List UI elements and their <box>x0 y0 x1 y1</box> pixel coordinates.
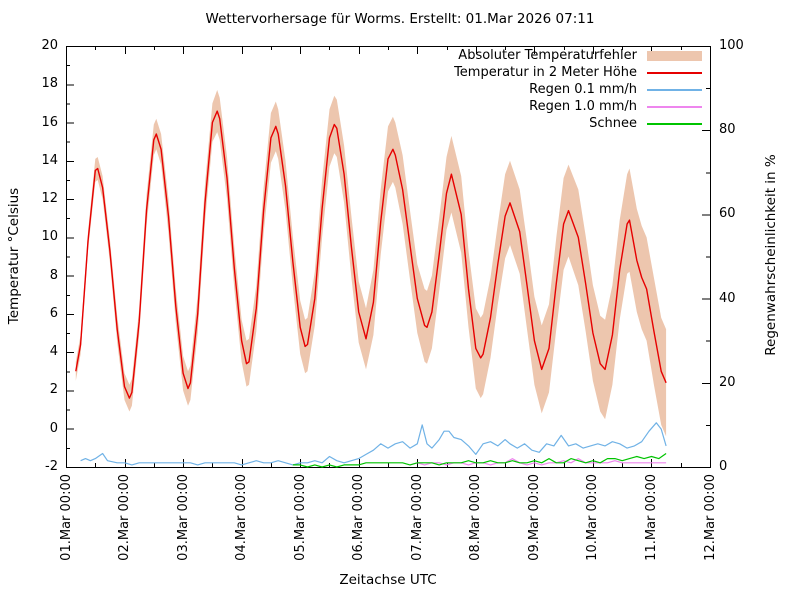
legend-key-line-swatch <box>647 88 702 91</box>
legend-key-line-swatch <box>647 105 702 108</box>
legend-item: Absoluter Temperaturfehler <box>458 49 702 62</box>
y-tick-label: 2 <box>49 382 58 398</box>
y-tick-label: 16 <box>41 114 58 130</box>
rain-01-line <box>80 422 667 466</box>
temperature-error-band <box>75 90 667 437</box>
y-tick-label: 10 <box>41 229 58 245</box>
y-axis-label: Temperatur °Celsius <box>6 187 22 325</box>
legend-item: Temperatur in 2 Meter Höhe <box>454 66 702 79</box>
y2-tick-label: 80 <box>719 122 736 138</box>
y2-tick-label: 100 <box>719 38 744 53</box>
x-tick-label: 09.Mar 00:00 <box>526 474 542 561</box>
x-tick-label: 11.Mar 00:00 <box>643 474 659 561</box>
y-tick-label: 6 <box>49 305 58 321</box>
chart-title: Wettervorhersage für Worms. Erstellt: 01… <box>205 11 595 27</box>
legend-item: Regen 1.0 mm/h <box>529 100 702 113</box>
y-tick-label: 0 <box>49 420 58 436</box>
x-axis-label: Zeitachse UTC <box>339 572 437 588</box>
y-tick-label: 14 <box>41 152 58 168</box>
y-tick-label: 4 <box>49 344 58 360</box>
legend-key-line-swatch <box>647 71 702 74</box>
legend-item: Regen 0.1 mm/h <box>529 83 702 96</box>
x-tick-label: 04.Mar 00:00 <box>234 474 250 561</box>
legend-item-label: Absoluter Temperaturfehler <box>458 48 637 63</box>
legend-item-label: Temperatur in 2 Meter Höhe <box>454 65 637 80</box>
snow-line <box>292 453 667 468</box>
legend-key-line-swatch <box>647 122 702 125</box>
x-tick-label: 10.Mar 00:00 <box>585 474 601 561</box>
x-tick-label: 12.Mar 00:00 <box>702 474 718 561</box>
x-tick-label: 01.Mar 00:00 <box>58 474 74 561</box>
y2-tick-label: 0 <box>719 459 728 474</box>
y2-tick-label: 40 <box>719 290 736 306</box>
x-tick-label: 02.Mar 00:00 <box>117 474 133 561</box>
y2-tick-label: 20 <box>719 374 736 390</box>
y-tick-label: 8 <box>49 267 58 283</box>
legend-key-band-swatch <box>647 50 702 61</box>
legend-item: Schnee <box>589 117 702 130</box>
x-tick-label: 03.Mar 00:00 <box>175 474 191 561</box>
y2-tick-label: 60 <box>719 206 736 222</box>
y-tick-label: 12 <box>41 191 58 207</box>
legend-item-label: Schnee <box>589 116 637 131</box>
x-tick-label: 08.Mar 00:00 <box>468 474 484 561</box>
x-tick-label: 05.Mar 00:00 <box>292 474 308 561</box>
x-tick-label: 06.Mar 00:00 <box>351 474 367 561</box>
legend: Absoluter Temperaturfehler Temperatur in … <box>454 49 702 130</box>
axis-ticks <box>66 46 711 468</box>
y-tick-label: -2 <box>45 459 58 474</box>
y2-axis-label: Regenwahrscheinlichkeit in % <box>763 154 779 356</box>
temperature-line <box>75 110 667 399</box>
y-tick-label: 18 <box>41 76 58 92</box>
legend-item-label: Regen 1.0 mm/h <box>529 99 637 114</box>
y-tick-label: 20 <box>41 38 58 53</box>
legend-item-label: Regen 0.1 mm/h <box>529 82 637 97</box>
x-tick-label: 07.Mar 00:00 <box>409 474 425 561</box>
